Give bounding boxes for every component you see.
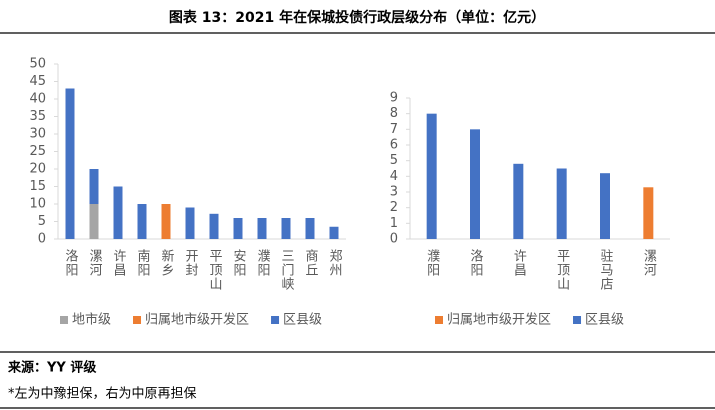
x-tick-label: 新乡 (159, 248, 175, 277)
bar (513, 163, 524, 239)
x-tick-label: 郑州 (327, 249, 343, 277)
x-tick-label: 安阳 (231, 249, 247, 277)
bar (556, 168, 567, 239)
bar (137, 204, 147, 239)
legend-swatch (60, 316, 68, 324)
bar (329, 226, 339, 239)
x-tick-label: 南阳 (135, 248, 151, 277)
y-tick-label: 3 (390, 185, 398, 200)
x-tick-label: 濮阳 (255, 249, 271, 277)
x-tick-label: 漯河 (641, 249, 657, 277)
y-tick-label: 45 (29, 74, 46, 89)
x-tick-label: 三门峡 (279, 249, 295, 291)
y-tick-label: 9 (390, 91, 398, 106)
bar (89, 169, 99, 204)
bar (470, 129, 480, 239)
y-tick-label: 1 (390, 216, 398, 231)
bar (305, 218, 315, 239)
legend-swatch (435, 316, 443, 324)
bar (426, 113, 437, 239)
x-tick-label: 漯河 (87, 249, 103, 277)
x-tick-label: 商丘 (303, 249, 319, 277)
bar (113, 186, 123, 239)
legend-label: 归属地市级开发区 (447, 312, 551, 328)
bar (233, 218, 243, 239)
y-tick-label: 8 (390, 106, 398, 121)
y-tick-label: 0 (38, 232, 46, 247)
bar (89, 204, 99, 239)
x-tick-label: 洛阳 (468, 249, 484, 277)
legend-swatch (133, 316, 142, 324)
bar (257, 218, 267, 239)
bar (600, 173, 610, 239)
y-tick-label: 0 (390, 232, 398, 247)
x-tick-label: 许昌 (111, 249, 127, 277)
y-tick-label: 50 (29, 57, 46, 72)
y-tick-label: 25 (29, 144, 46, 159)
y-tick-label: 40 (29, 92, 46, 107)
y-tick-label: 5 (38, 214, 46, 229)
y-tick-label: 2 (390, 200, 398, 215)
x-tick-label: 开封 (183, 249, 199, 277)
y-tick-label: 15 (29, 179, 46, 194)
legend-label: 归属地市级开发区 (145, 312, 249, 328)
bar (65, 88, 75, 239)
bar (281, 218, 291, 239)
y-tick-label: 5 (390, 153, 398, 168)
legend-swatch (573, 316, 582, 324)
y-tick-label: 6 (390, 138, 398, 153)
y-tick-label: 7 (390, 122, 398, 137)
source: 来源：YY 评级 (7, 360, 97, 376)
x-tick-label: 洛阳 (63, 249, 79, 277)
x-tick-label: 平顶山 (554, 249, 570, 291)
legend-label: 区县级 (585, 313, 624, 328)
x-tick-label: 濮阳 (424, 249, 440, 277)
x-tick-label: 平顶山 (207, 249, 223, 291)
bar (161, 204, 171, 239)
x-tick-label: 许昌 (511, 249, 527, 277)
legend-swatch (271, 316, 280, 324)
y-tick-label: 10 (29, 197, 46, 212)
figure-title: 图表 13：2021 年在保城投债行政层级分布（单位：亿元） (169, 9, 545, 26)
bar (643, 187, 654, 239)
x-tick-label: 驻马店 (598, 249, 614, 291)
y-tick-label: 4 (390, 169, 398, 184)
y-tick-label: 35 (29, 109, 46, 124)
y-tick-label: 20 (29, 162, 46, 177)
bar (185, 207, 195, 239)
y-tick-label: 30 (29, 127, 46, 142)
legend-label: 地市级 (72, 312, 111, 328)
legend-label: 区县级 (283, 313, 322, 328)
bar (209, 213, 219, 239)
note: *左为中豫担保，右为中原再担保 (8, 387, 197, 402)
